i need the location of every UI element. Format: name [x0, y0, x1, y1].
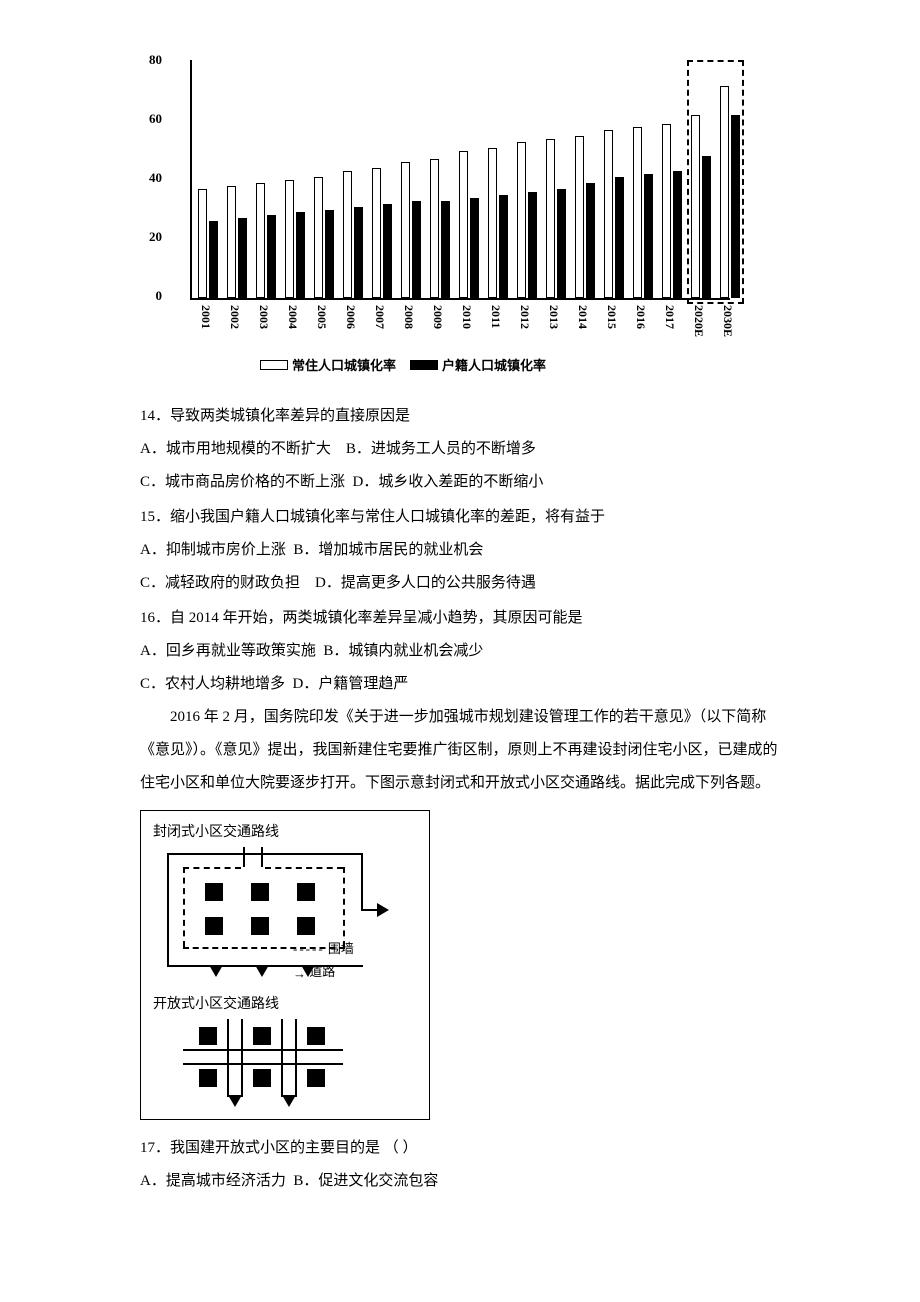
x-axis-label: 2006: [343, 305, 358, 329]
q14-options-row1: A．城市用地规模的不断扩大 B．进城务工人员的不断增多: [140, 433, 780, 466]
x-axis-label: 2030E: [720, 305, 735, 337]
bar-group: [604, 130, 624, 298]
q15-stem: 15．缩小我国户籍人口城镇化率与常住人口城镇化率的差距，将有益于: [140, 501, 780, 534]
bar-group: [720, 86, 740, 298]
legend-swatch-open: [260, 360, 288, 370]
bar-group: [314, 177, 334, 298]
q17-optA: A．提高城市经济活力: [140, 1173, 286, 1189]
chart-legend: 常住人口城镇化率 户籍人口城镇化率: [260, 355, 546, 374]
x-axis-label: 2016: [633, 305, 648, 329]
q15-optD: D．提高更多人口的公共服务待遇: [315, 575, 536, 591]
q14-optC: C．城市商品房价格的不断上涨: [140, 474, 345, 490]
bar-group: [256, 183, 276, 298]
q14-stem: 14．导致两类城镇化率差异的直接原因是: [140, 400, 780, 433]
bar-group: [430, 159, 450, 298]
bar-group: [546, 139, 566, 298]
x-axis-label: 2004: [285, 305, 300, 329]
x-axis-label: 2017: [662, 305, 677, 329]
x-axis-label: 2009: [430, 305, 445, 329]
q14-optD: D．城乡收入差距的不断缩小: [353, 474, 544, 490]
open-community-figure: [183, 1019, 363, 1109]
bar-group: [488, 148, 508, 298]
q15-optB: B．增加城市居民的就业机会: [293, 542, 483, 558]
x-axis-label: 2012: [517, 305, 532, 329]
closed-community-figure: [173, 847, 383, 977]
bar-group: [662, 124, 682, 298]
x-axis-label: 2015: [604, 305, 619, 329]
bar-group: [517, 142, 537, 298]
q17-options-row1: A．提高城市经济活力 B．促进文化交流包容: [140, 1165, 780, 1198]
x-axis-label: 2001: [198, 305, 213, 329]
q14-options-row2: C．城市商品房价格的不断上涨 D．城乡收入差距的不断缩小: [140, 466, 780, 499]
bar-group: [459, 151, 479, 299]
legend-swatch-filled: [410, 360, 438, 370]
x-axis-label: 2008: [401, 305, 416, 329]
bar-group: [198, 189, 218, 298]
x-axis-label: 2020E: [691, 305, 706, 337]
bar-group: [227, 186, 247, 298]
bar-group: [633, 127, 653, 298]
passage-text: 2016 年 2 月，国务院印发《关于进一步加强城市规划建设管理工作的若干意见》…: [140, 701, 780, 800]
bar-group: [691, 115, 711, 298]
x-axis-label: 2005: [314, 305, 329, 329]
q16-optC: C．农村人均耕地增多: [140, 676, 285, 692]
q16-optA: A．回乡再就业等政策实施: [140, 643, 316, 659]
q15-options-row1: A．抑制城市房价上涨 B．增加城市居民的就业机会: [140, 534, 780, 567]
q16-stem: 16．自 2014 年开始，两类城镇化率差异呈减小趋势，其原因可能是: [140, 602, 780, 635]
bar-group: [401, 162, 421, 298]
x-axis-label: 2002: [227, 305, 242, 329]
x-axis-label: 2013: [546, 305, 561, 329]
x-axis-label: 2010: [459, 305, 474, 329]
q16-options-row1: A．回乡再就业等政策实施 B．城镇内就业机会减少: [140, 635, 780, 668]
x-axis-label: 2014: [575, 305, 590, 329]
legend-label-1: 常住人口城镇化率: [292, 355, 396, 374]
diagram-title-open: 开放式小区交通路线: [153, 993, 417, 1013]
q14-optA: A．城市用地规模的不断扩大: [140, 441, 331, 457]
q14-optB: B．进城务工人员的不断增多: [346, 441, 536, 457]
urbanization-rate-chart: 020406080 200120022003200420052006200720…: [140, 60, 740, 360]
legend-label-2: 户籍人口城镇化率: [442, 355, 546, 374]
q15-options-row2: C．减轻政府的财政负担 D．提高更多人口的公共服务待遇: [140, 567, 780, 600]
q16-optB: B．城镇内就业机会减少: [323, 643, 483, 659]
q17-stem: 17．我国建开放式小区的主要目的是 （ ）: [140, 1132, 780, 1165]
x-axis-label: 2003: [256, 305, 271, 329]
diagram-title-closed: 封闭式小区交通路线: [153, 821, 417, 841]
bar-group: [372, 168, 392, 298]
x-axis-label: 2007: [372, 305, 387, 329]
bar-group: [285, 180, 305, 298]
bar-group: [575, 136, 595, 298]
bar-group: [343, 171, 363, 298]
q15-optA: A．抑制城市房价上涨: [140, 542, 286, 558]
community-traffic-diagram: 封闭式小区交通路线: [140, 810, 430, 1120]
q16-optD: D．户籍管理趋严: [293, 676, 409, 692]
q17-optB: B．促进文化交流包容: [293, 1173, 438, 1189]
q15-optC: C．减轻政府的财政负担: [140, 575, 300, 591]
x-axis-label: 2011: [488, 305, 503, 328]
q16-options-row2: C．农村人均耕地增多 D．户籍管理趋严: [140, 668, 780, 701]
